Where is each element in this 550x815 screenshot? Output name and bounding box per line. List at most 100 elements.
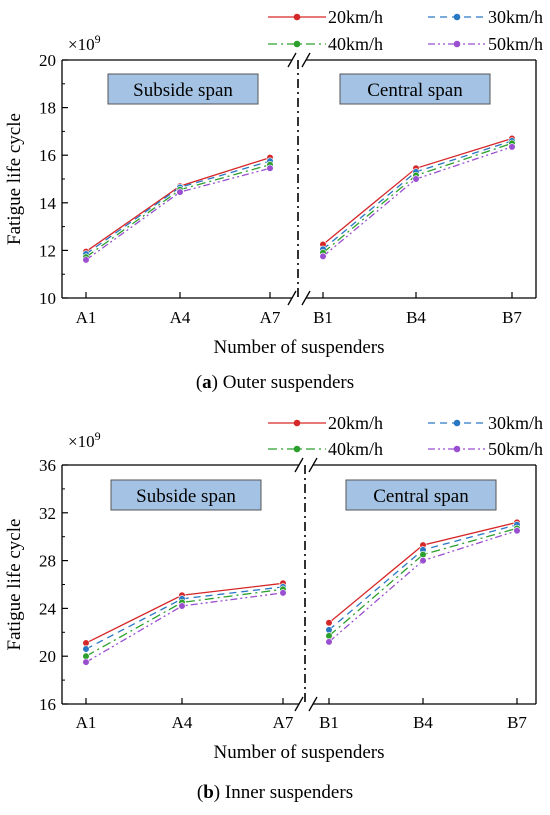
left-span-label: Subside span (136, 486, 236, 507)
data-point (325, 632, 333, 640)
y-axis-title: Fatigue life cycle (4, 113, 25, 245)
axis-break-mark-1 (308, 457, 318, 473)
series-line-left (85, 160, 271, 255)
y-tick-label: 24 (39, 599, 57, 618)
x-axis-title: Number of suspenders (214, 742, 385, 763)
data-point (412, 175, 420, 183)
y-tick-label: 16 (39, 146, 56, 165)
x-tick-label: A4 (172, 713, 193, 732)
legend: 20km/h 30km/h 40km/h 50km/h (268, 413, 543, 459)
axis-break-mark-3 (301, 290, 311, 306)
legend-label: 50km/h (488, 34, 543, 54)
right-span-box (345, 479, 497, 511)
data-point (82, 652, 90, 660)
data-point (82, 658, 90, 666)
right-span-label: Central span (373, 486, 469, 507)
legend-swatch-marker (293, 445, 301, 453)
right-span-label: Central span (367, 80, 463, 101)
panel-caption: (b) Inner suspenders (197, 782, 353, 803)
y-tick-label: 14 (39, 194, 57, 213)
y-tick-label: 20 (39, 647, 56, 666)
series-50km/h (82, 143, 516, 264)
legend-label: 20km/h (328, 7, 383, 27)
panel-caption: (a) Outer suspenders (196, 372, 354, 393)
data-point (266, 164, 274, 172)
data-point (325, 626, 333, 634)
x-tick-label: B7 (507, 713, 527, 732)
x-tick-label: B4 (413, 713, 433, 732)
data-point (82, 256, 90, 264)
series-30km/h (82, 521, 521, 653)
legend-label: 30km/h (488, 413, 543, 433)
x-tick-label: A1 (76, 713, 97, 732)
legend-swatch-marker (453, 445, 461, 453)
y-tick-label: 18 (39, 99, 56, 118)
axis-break-mark-0 (287, 52, 297, 68)
data-point (513, 527, 521, 535)
x-tick-label: A4 (170, 308, 191, 327)
panel-a: Subside span Central span 10 12 14 16 18 20 ×109… (4, 7, 543, 393)
x-axis-title: Number of suspenders (214, 337, 385, 358)
legend-swatch-marker (453, 13, 461, 21)
x-tick-label: B7 (502, 308, 522, 327)
legend-label: 50km/h (488, 439, 543, 459)
data-point (319, 252, 327, 260)
series-40km/h (82, 524, 521, 660)
right-span-box (339, 73, 491, 105)
y-tick-label: 20 (39, 51, 56, 70)
legend-swatch-marker (453, 419, 461, 427)
legend-label: 30km/h (488, 7, 543, 27)
legend: 20km/h 30km/h 40km/h 50km/h (268, 7, 543, 54)
data-point (279, 589, 287, 597)
legend-swatch-marker (453, 40, 461, 48)
x-tick-label: B1 (319, 713, 339, 732)
left-span-box (107, 73, 259, 105)
series-line-left (85, 588, 284, 657)
y-tick-label: 16 (39, 695, 56, 714)
series-20km/h (82, 134, 516, 256)
data-point (325, 638, 333, 646)
series-line-left (85, 582, 284, 644)
left-span-label: Subside span (133, 80, 233, 101)
data-point (419, 556, 427, 565)
legend-swatch-marker (293, 40, 301, 48)
series-line-right (322, 137, 513, 245)
y-tick-label: 36 (39, 456, 56, 475)
y-multiplier: ×109 (68, 32, 101, 54)
series-line-left (85, 164, 271, 258)
panel-b: Subside span Central span 16 20 24 28 32 36 ×109… (4, 413, 543, 803)
y-multiplier: ×109 (68, 429, 101, 451)
axis-break-mark-2 (294, 696, 304, 712)
data-point (82, 639, 90, 647)
x-tick-label: A7 (273, 713, 294, 732)
data-point (82, 645, 90, 653)
axis-break-mark-0 (294, 457, 304, 473)
legend-label: 40km/h (328, 439, 383, 459)
y-axis-title: Fatigue life cycle (4, 519, 25, 651)
y-tick-label: 12 (39, 241, 56, 260)
x-tick-label: B1 (313, 308, 333, 327)
series-line-right (322, 146, 513, 257)
series-30km/h (82, 137, 516, 258)
series-50km/h (82, 527, 521, 666)
data-point (419, 551, 427, 559)
data-point (325, 619, 333, 627)
legend-swatch-marker (293, 419, 301, 427)
x-tick-label: B4 (406, 308, 426, 327)
series-line-left (85, 167, 271, 261)
x-tick-label: A1 (76, 308, 97, 327)
axis-break-mark-2 (287, 290, 297, 306)
data-point (178, 602, 186, 610)
legend-label: 20km/h (328, 413, 383, 433)
y-tick-label: 32 (39, 504, 56, 523)
series-line-right (328, 527, 518, 637)
series-line-right (322, 142, 513, 254)
series-line-right (328, 521, 518, 624)
axis-break-mark-3 (308, 696, 318, 712)
legend-swatch-marker (293, 13, 301, 21)
axis-break-mark-1 (301, 52, 311, 68)
y-tick-label: 10 (39, 289, 56, 308)
data-point (176, 188, 184, 196)
series-20km/h (82, 518, 521, 647)
